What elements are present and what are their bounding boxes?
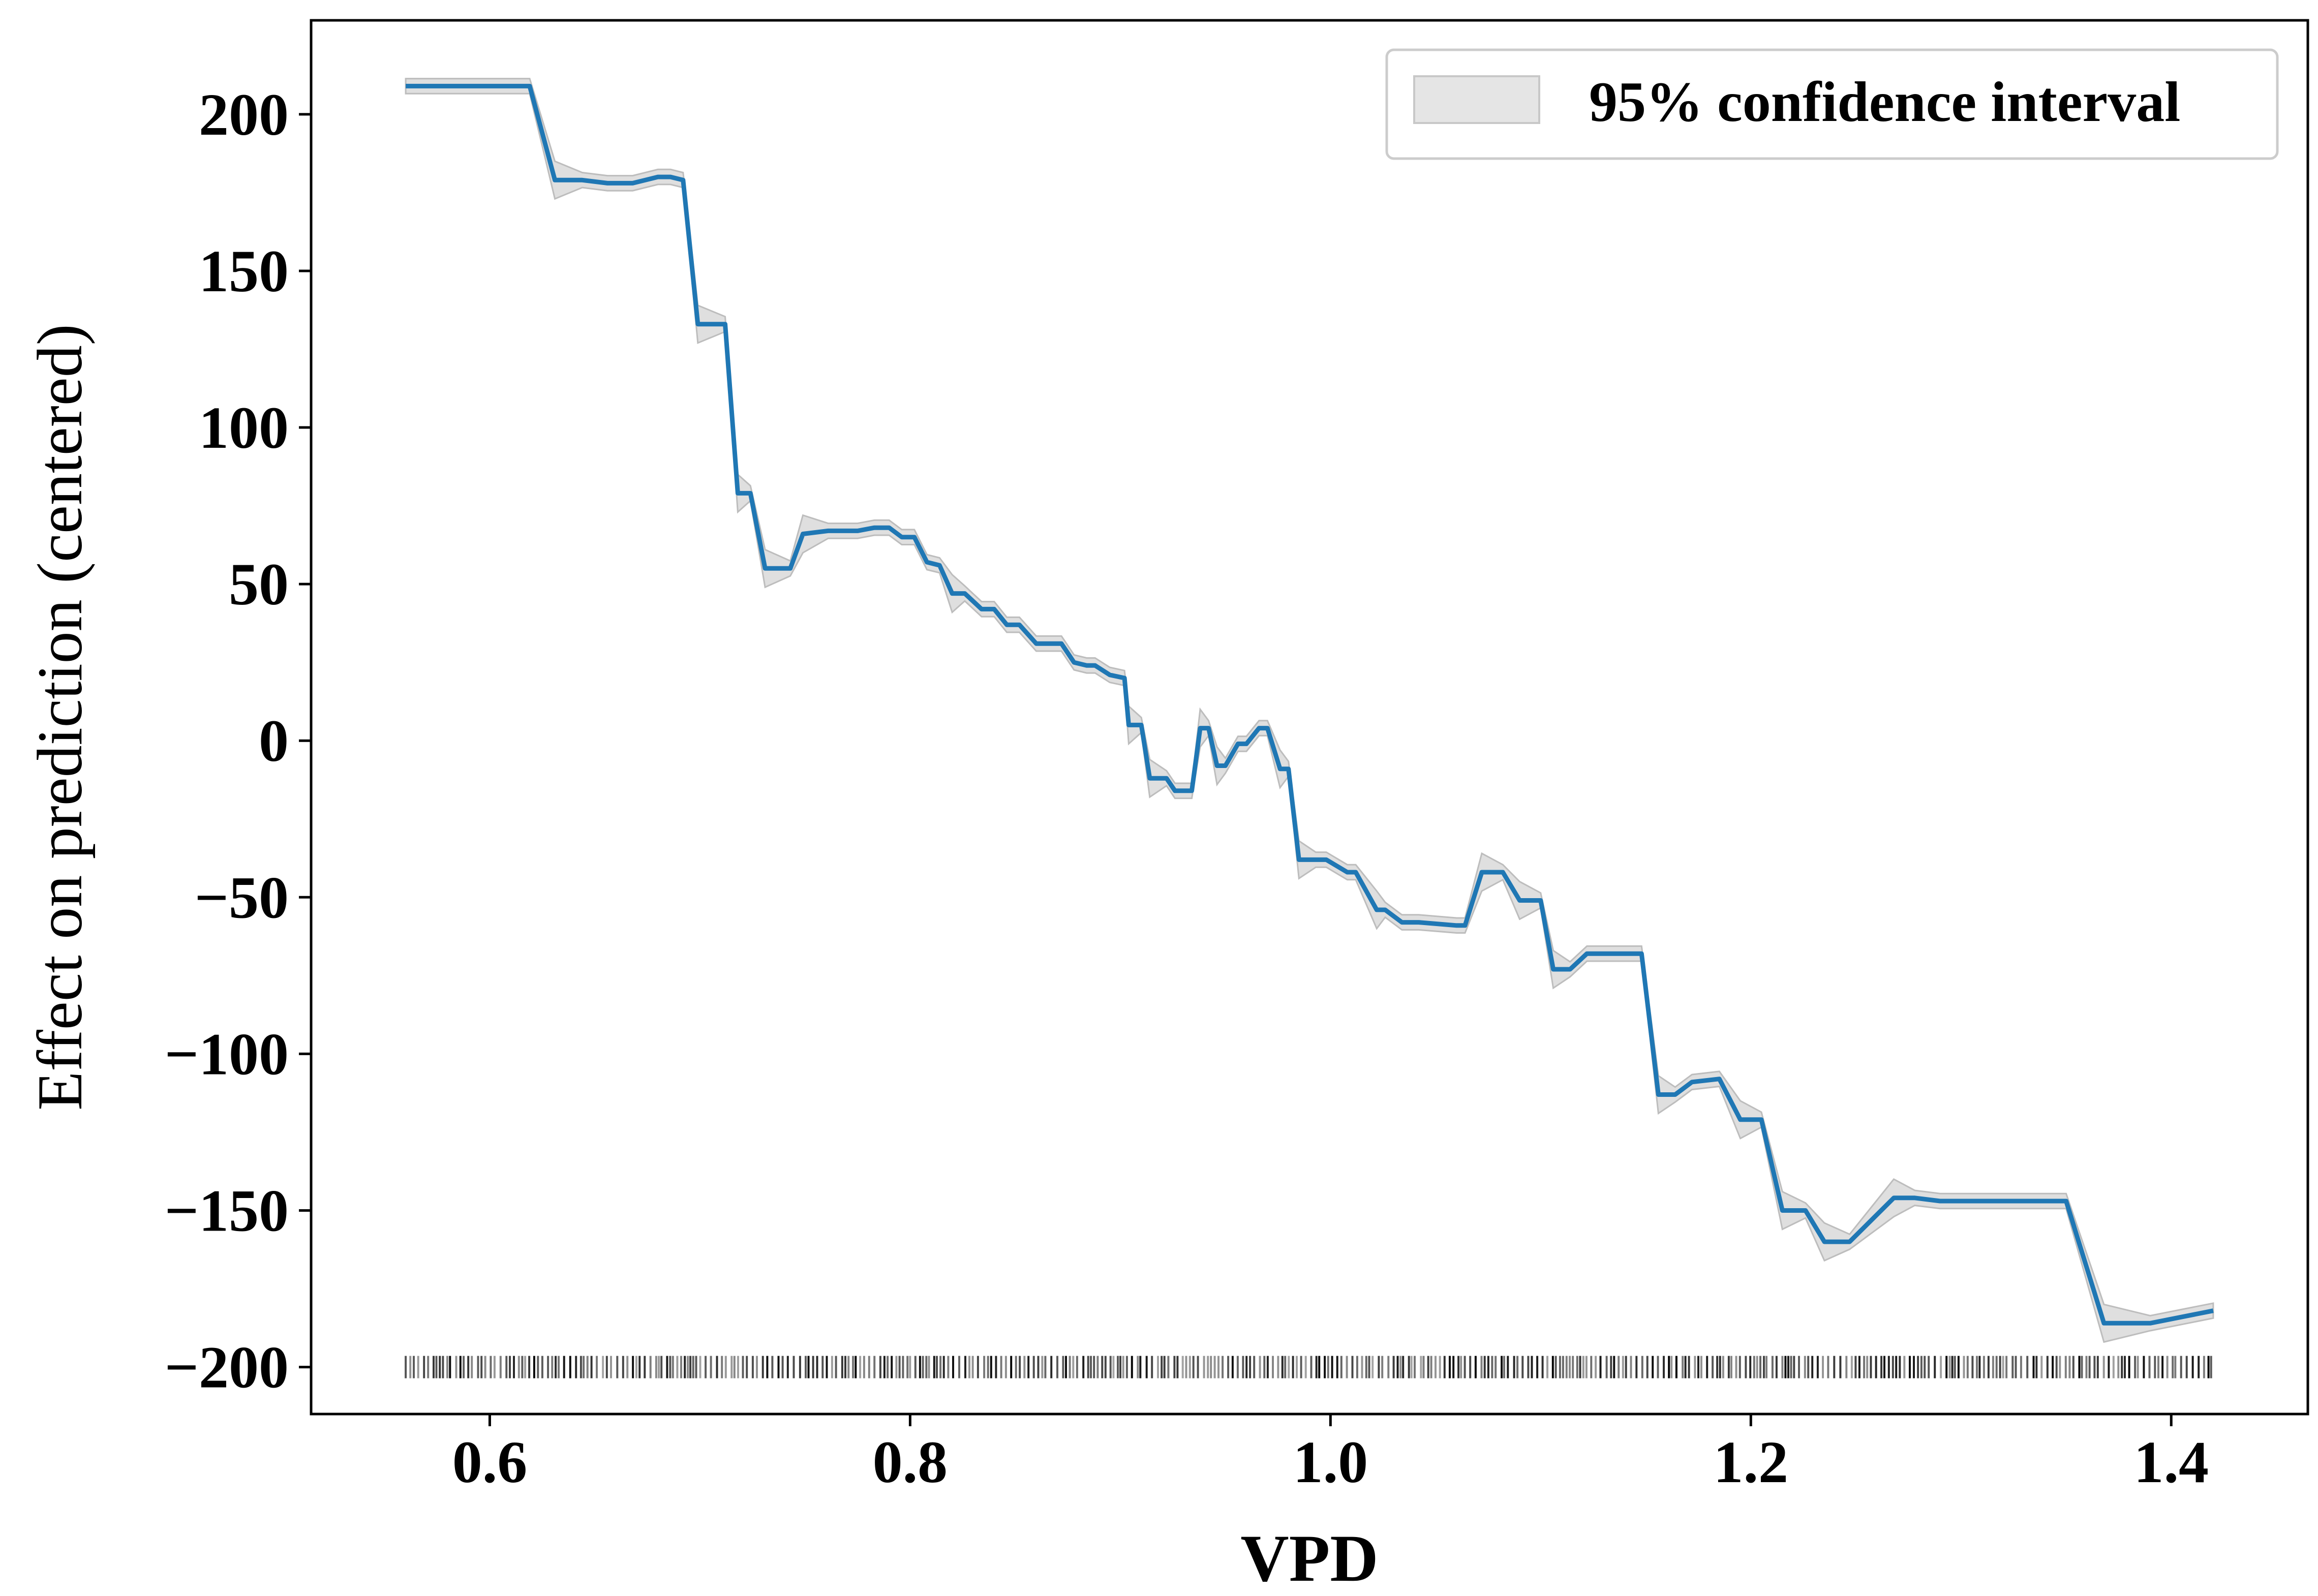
y-tick-label: 50 [229, 551, 289, 618]
y-tick-label: −50 [195, 864, 289, 931]
x-axis-label: VPD [1240, 1521, 1378, 1595]
x-axis-ticks: 0.6 0.8 1.0 1.2 1.4 [452, 1414, 2209, 1495]
legend-label-confidence-interval: 95% confidence interval [1589, 71, 2180, 134]
y-tick-label: 150 [199, 238, 289, 304]
plot-frame [310, 19, 2309, 1416]
y-tick-label: 0 [259, 708, 289, 774]
x-tick-label: 0.8 [873, 1429, 948, 1495]
rug-layer [405, 1356, 2212, 1378]
y-axis-label: Effect on prediction (centered) [25, 324, 96, 1110]
x-tick-label: 0.6 [452, 1429, 528, 1495]
legend-box [1385, 48, 2279, 160]
x-tick-label: 1.4 [2133, 1429, 2209, 1495]
y-tick-label: −200 [165, 1334, 289, 1401]
y-tick-label: −100 [165, 1021, 289, 1087]
x-tick-label: 1.2 [1714, 1429, 1789, 1495]
legend: 95% confidence interval [1385, 48, 2279, 160]
y-tick-label: 100 [199, 394, 289, 461]
legend-swatch-confidence-interval [1413, 75, 1540, 124]
effect-line [406, 83, 2214, 1326]
effect-line-layer [406, 83, 2214, 1326]
x-tick-label: 1.0 [1293, 1429, 1368, 1495]
confidence-band-layer [405, 78, 2214, 1343]
y-tick-label: −150 [165, 1177, 289, 1244]
y-axis-ticks: 200 150 100 50 0 −50 −100 −150 −200 [165, 81, 311, 1401]
y-tick-label: 200 [199, 81, 289, 148]
confidence-band [405, 78, 2214, 1343]
